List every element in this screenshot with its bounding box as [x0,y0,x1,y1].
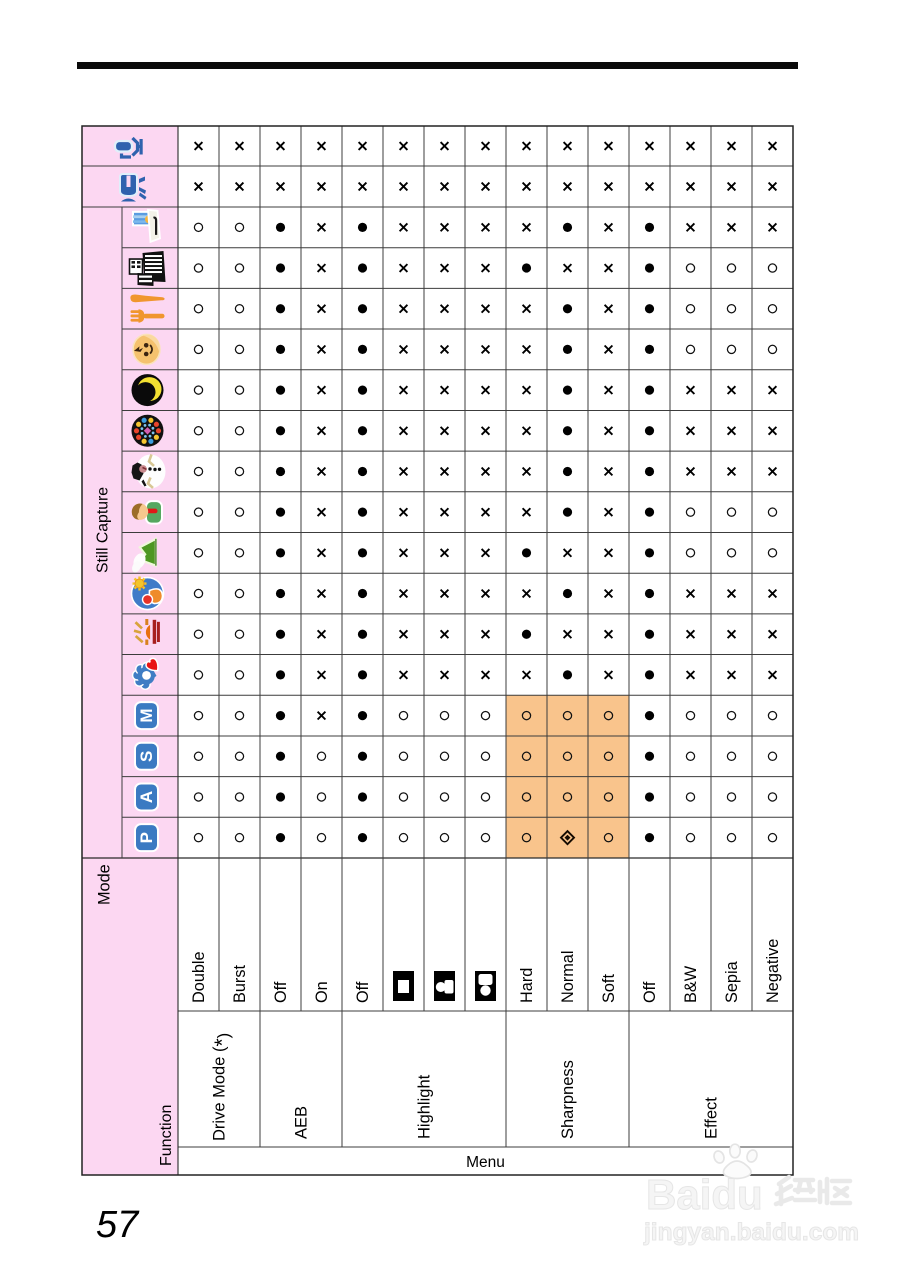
svg-text:Burst: Burst [231,965,249,1003]
svg-text:A: A [137,791,156,803]
svg-text:Normal: Normal [559,951,577,1003]
svg-text:57: 57 [96,1204,140,1246]
svg-text:Baidu: Baidu [646,1171,763,1218]
svg-text:jingyan.baidu.com: jingyan.baidu.com [643,1219,859,1246]
svg-text:P: P [137,832,156,843]
svg-text:Mode: Mode [96,864,114,905]
svg-text:Soft: Soft [600,974,618,1003]
svg-text:Drive Mode (*): Drive Mode (*) [211,1033,235,1141]
svg-text:On: On [313,981,331,1003]
svg-text:AEB: AEB [293,1106,311,1139]
svg-text:Sharpness: Sharpness [559,1060,577,1139]
svg-text:Highlight: Highlight [416,1074,434,1139]
svg-text:Still Capture: Still Capture [95,487,112,573]
svg-text:Off: Off [641,981,659,1003]
svg-text:M: M [137,709,156,723]
svg-text:Off: Off [272,981,290,1003]
svg-text:B&W: B&W [682,965,700,1003]
svg-text:Effect: Effect [703,1097,721,1139]
svg-text:S: S [137,751,156,762]
svg-text:Double: Double [190,951,208,1003]
svg-text:Negative: Negative [764,939,782,1003]
svg-text:Sepia: Sepia [723,960,741,1003]
svg-text:Hard: Hard [518,968,536,1003]
svg-text:Off: Off [354,981,372,1003]
svg-text:Function: Function [158,1105,175,1166]
svg-text:Menu: Menu [466,1154,505,1171]
